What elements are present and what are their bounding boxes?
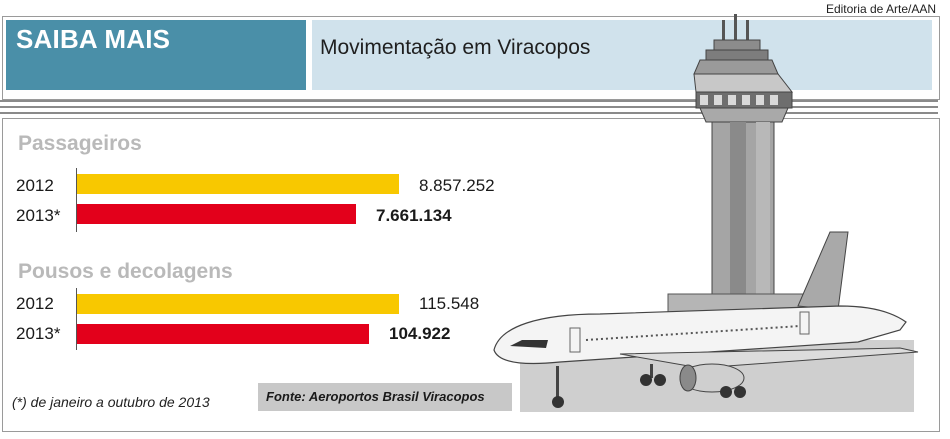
- bar-passageiros-2013: [77, 204, 356, 224]
- data-label: 115.548: [419, 294, 480, 313]
- divider: [0, 106, 938, 108]
- category-label: 2012: [16, 294, 54, 313]
- control-tower-icon: [667, 14, 819, 313]
- divider: [0, 112, 938, 114]
- airplane-icon: [493, 231, 919, 408]
- category-label: 2013*: [16, 324, 61, 343]
- credit: Editoria de Arte/AAN: [825, 2, 936, 16]
- category-label: 2012: [16, 176, 54, 195]
- tag-box: [6, 20, 306, 90]
- title-box: [312, 20, 932, 90]
- axis-line: [76, 168, 77, 232]
- chart-title-pousos: Pousos e decolagens: [18, 260, 233, 283]
- axis-line: [76, 288, 77, 350]
- section-tag: SAIBA MAIS: [16, 24, 171, 54]
- data-label: 8.857.252: [419, 176, 495, 195]
- bar-passageiros-2012: [77, 174, 399, 194]
- footnote: (*) de janeiro a outubro de 2013: [12, 394, 210, 410]
- data-label: 104.922: [389, 324, 451, 343]
- source-box: [258, 383, 512, 411]
- bar-pousos-2012: [77, 294, 399, 314]
- category-label: 2013*: [16, 206, 61, 225]
- bar-pousos-2013: [77, 324, 369, 344]
- page-title: Movimentação em Viracopos: [320, 36, 591, 59]
- chart-title-passageiros: Passageiros: [18, 132, 142, 155]
- source-credit: Fonte: Aeroportos Brasil Viracopos: [266, 389, 485, 404]
- divider: [0, 100, 938, 102]
- data-label: 7.661.134: [376, 206, 452, 225]
